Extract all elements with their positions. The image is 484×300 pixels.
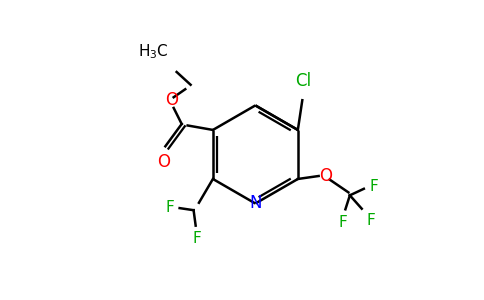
Text: O: O xyxy=(157,153,170,171)
Text: O: O xyxy=(319,167,333,185)
Text: F: F xyxy=(338,214,347,230)
Text: N: N xyxy=(249,194,262,212)
Text: F: F xyxy=(166,200,174,215)
Text: F: F xyxy=(366,213,375,228)
Text: F: F xyxy=(369,179,378,194)
Text: H$_3$C: H$_3$C xyxy=(137,42,168,61)
Text: F: F xyxy=(192,231,201,246)
Text: O: O xyxy=(165,91,178,109)
Text: Cl: Cl xyxy=(295,72,311,90)
